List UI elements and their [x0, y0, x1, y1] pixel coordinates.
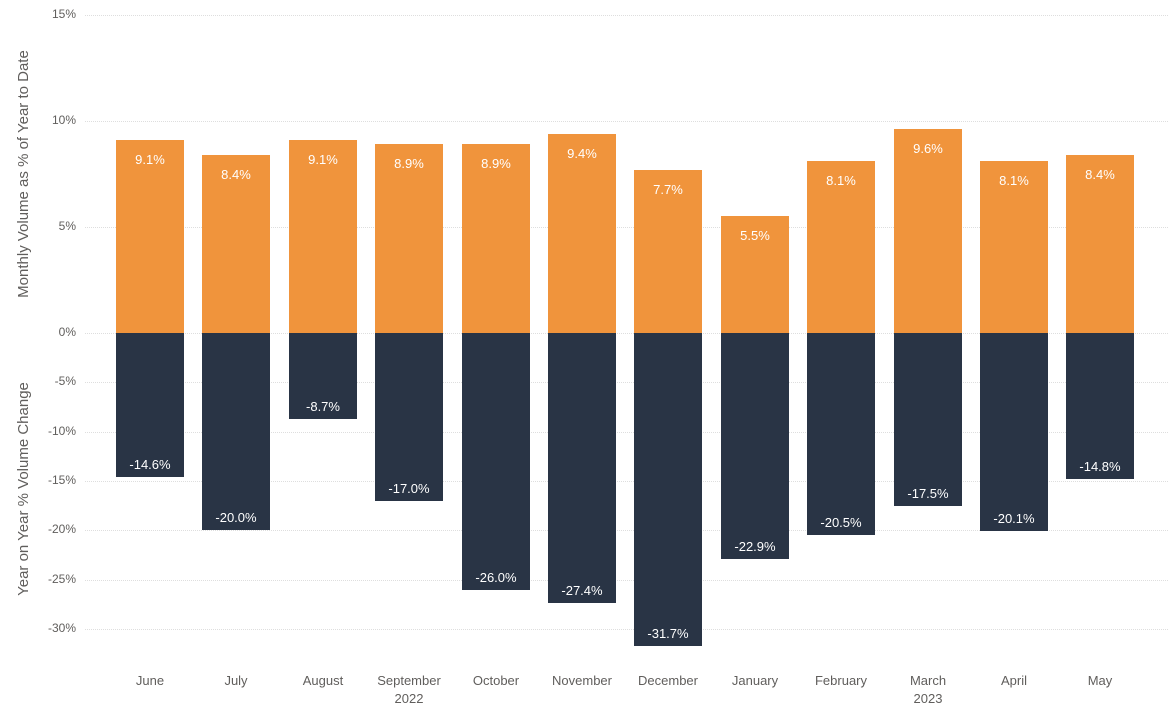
bar-monthly-volume-february[interactable]: 8.1% — [807, 161, 875, 333]
gridline — [85, 227, 1168, 228]
x-tick-label-may: May — [1052, 672, 1148, 690]
bar-value-label: -17.5% — [907, 486, 949, 501]
x-tick-label-june: June — [102, 672, 198, 690]
bar-value-label: -20.0% — [215, 510, 257, 525]
bar-value-label: 9.4% — [567, 146, 597, 161]
bar-monthly-volume-june[interactable]: 9.1% — [116, 140, 184, 333]
y-tick-label: -10% — [47, 424, 76, 438]
x-tick-label-september: September 2022 — [361, 672, 457, 708]
y-tick-label: 15% — [51, 7, 76, 21]
x-tick-month: August — [302, 673, 344, 688]
y-tick-label: -20% — [47, 522, 76, 536]
bar-monthly-volume-july[interactable]: 8.4% — [202, 155, 270, 333]
bar-monthly-volume-november[interactable]: 9.4% — [548, 134, 616, 333]
x-tick-label-november: November — [534, 672, 630, 690]
bar-yoy-change-november[interactable]: -27.4% — [548, 333, 616, 603]
x-tick-month: June — [135, 673, 165, 688]
x-tick-label-january: January — [707, 672, 803, 690]
x-tick-label-december: December — [620, 672, 716, 690]
bar-value-label: -31.7% — [647, 626, 689, 641]
bar-yoy-change-february[interactable]: -20.5% — [807, 333, 875, 535]
y-tick-label: -15% — [47, 473, 76, 487]
bar-value-label: 8.4% — [221, 167, 251, 182]
bar-value-label: 8.9% — [394, 156, 424, 171]
bar-value-label: 8.1% — [999, 173, 1029, 188]
gridline — [85, 481, 1168, 482]
x-tick-year: 2023 — [913, 691, 943, 706]
x-tick-year: 2022 — [394, 691, 424, 706]
bar-value-label: 7.7% — [653, 182, 683, 197]
gridline — [85, 629, 1168, 630]
bar-value-label: -27.4% — [561, 583, 603, 598]
gridline — [85, 530, 1168, 531]
bar-value-label: -14.6% — [129, 457, 171, 472]
y-tick-label: -5% — [54, 374, 76, 388]
bar-monthly-volume-september[interactable]: 8.9% — [375, 144, 443, 333]
gridline — [85, 382, 1168, 383]
x-tick-month: March — [909, 673, 947, 688]
x-tick-label-february: February — [793, 672, 889, 690]
bar-value-label: 9.1% — [308, 152, 338, 167]
bar-monthly-volume-may[interactable]: 8.4% — [1066, 155, 1134, 333]
bar-monthly-volume-january[interactable]: 5.5% — [721, 216, 789, 333]
bar-value-label: 8.9% — [481, 156, 511, 171]
y-tick-label: 0% — [58, 325, 76, 339]
x-tick-label-march: March 2023 — [880, 672, 976, 708]
bar-yoy-change-may[interactable]: -14.8% — [1066, 333, 1134, 479]
bar-yoy-change-august[interactable]: -8.7% — [289, 333, 357, 419]
gridline — [85, 432, 1168, 433]
bar-value-label: -17.0% — [388, 481, 430, 496]
bar-value-label: -20.1% — [993, 511, 1035, 526]
x-tick-label-august: August — [275, 672, 371, 690]
y-axis-title-lower: Year on Year % Volume Change — [15, 382, 32, 596]
bar-value-label: -22.9% — [734, 539, 776, 554]
x-tick-label-april: April — [966, 672, 1062, 690]
bar-monthly-volume-december[interactable]: 7.7% — [634, 170, 702, 333]
y-tick-label: -25% — [47, 572, 76, 586]
bar-yoy-change-december[interactable]: -31.7% — [634, 333, 702, 646]
bar-value-label: -14.8% — [1079, 459, 1121, 474]
x-tick-month: January — [731, 673, 779, 688]
bar-value-label: -26.0% — [475, 570, 517, 585]
bar-yoy-change-july[interactable]: -20.0% — [202, 333, 270, 530]
bar-value-label: 8.4% — [1085, 167, 1115, 182]
bar-yoy-change-june[interactable]: -14.6% — [116, 333, 184, 477]
y-axis-title-upper: Monthly Volume as % of Year to Date — [15, 50, 32, 298]
bar-monthly-volume-march[interactable]: 9.6% — [894, 129, 962, 333]
x-tick-month: October — [472, 673, 520, 688]
bar-monthly-volume-april[interactable]: 8.1% — [980, 161, 1048, 333]
bar-yoy-change-september[interactable]: -17.0% — [375, 333, 443, 501]
gridline — [85, 121, 1168, 122]
bar-monthly-volume-august[interactable]: 9.1% — [289, 140, 357, 333]
bar-value-label: 8.1% — [826, 173, 856, 188]
x-tick-label-july: July — [188, 672, 284, 690]
y-tick-label: -30% — [47, 621, 76, 635]
bar-yoy-change-january[interactable]: -22.9% — [721, 333, 789, 559]
bar-value-label: -8.7% — [306, 399, 340, 414]
x-tick-label-october: October — [448, 672, 544, 690]
gridline — [85, 333, 1168, 334]
y-tick-label: 5% — [58, 219, 76, 233]
gridline — [85, 15, 1168, 16]
bar-yoy-change-march[interactable]: -17.5% — [894, 333, 962, 506]
y-tick-label: 10% — [51, 113, 76, 127]
x-tick-month: September — [377, 673, 441, 688]
bar-yoy-change-october[interactable]: -26.0% — [462, 333, 530, 590]
x-tick-month: May — [1087, 673, 1113, 688]
bar-value-label: 9.6% — [913, 141, 943, 156]
x-tick-month: February — [814, 673, 868, 688]
bar-value-label: 9.1% — [135, 152, 165, 167]
bar-monthly-volume-october[interactable]: 8.9% — [462, 144, 530, 333]
x-tick-month: July — [224, 673, 248, 688]
bar-yoy-change-april[interactable]: -20.1% — [980, 333, 1048, 531]
x-tick-month: November — [552, 673, 612, 688]
x-tick-month: April — [1000, 673, 1027, 688]
x-tick-month: December — [638, 673, 698, 688]
bar-value-label: -20.5% — [820, 515, 862, 530]
gridline — [85, 580, 1168, 581]
bar-value-label: 5.5% — [740, 228, 770, 243]
